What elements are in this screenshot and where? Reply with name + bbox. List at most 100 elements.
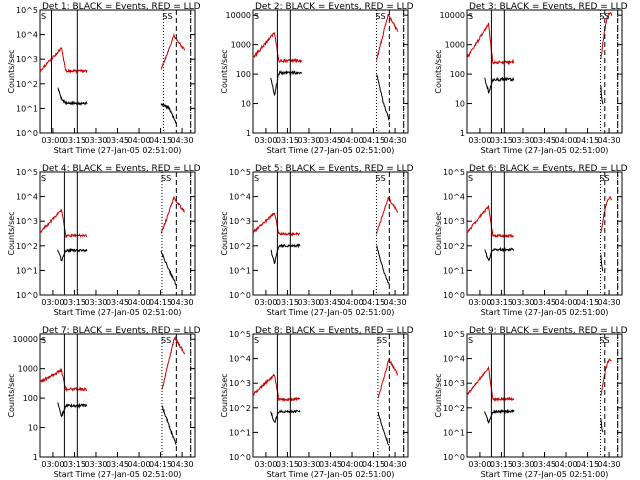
panel-title: Det 3: BLACK = Events, RED = LLD [469, 2, 628, 12]
series-line-events [484, 408, 515, 424]
panel-title: Det 6: BLACK = Events, RED = LLD [469, 164, 628, 174]
y-tick-label: 10^3 [16, 217, 38, 226]
saa-marker-right: SS [375, 174, 385, 183]
x-tick-label: 04:15 [576, 136, 599, 145]
y-tick-label: 10^4 [443, 193, 465, 202]
saa-marker-left: S [41, 12, 46, 21]
detector-panel-4: Det 4: BLACK = Events, RED = LLD 10^5 10^4… [7, 164, 201, 317]
series-line-lld [252, 373, 301, 403]
detector-panel-1: Det 1: BLACK = Events, RED = LLD 10^5 10^4… [7, 2, 201, 155]
series-line-lld [161, 335, 186, 390]
series-line-events [600, 85, 604, 105]
plot-frame [252, 333, 409, 458]
panel-title: Det 2: BLACK = Events, RED = LLD [255, 2, 414, 12]
series-line-lld [376, 13, 399, 61]
plot-frame [466, 333, 623, 458]
y-tick-label: 10^1 [443, 266, 465, 275]
y-tick-label: 10 [455, 100, 465, 109]
y-tick-label: 10^3 [229, 379, 251, 388]
x-tick-label: 03:00 [41, 136, 64, 145]
detector-panel-9: Det 9: BLACK = Events, RED = LLD 10^5 10^4… [434, 326, 628, 479]
series-line-lld [466, 22, 515, 66]
y-tick-label: 10^0 [16, 129, 38, 138]
y-tick-label: 10000 [226, 11, 251, 20]
x-tick-label: 03:00 [468, 136, 491, 145]
y-tick-label: 100 [450, 70, 465, 79]
plot-frame [252, 171, 409, 296]
series-line-lld [160, 196, 185, 234]
y-axis-label: Counts/sec [220, 49, 229, 93]
x-tick-label: 04:00 [554, 298, 577, 307]
detector-panel-7: Det 7: BLACK = Events, RED = LLD10000100… [7, 326, 201, 479]
x-axis-label: Start Time (27-Jan-05 02:51:00) [54, 146, 182, 155]
y-tick-label: 10^5 [443, 168, 465, 177]
x-tick-label: 03:15 [63, 136, 86, 145]
y-axis-label: Counts/sec [434, 211, 443, 255]
series-line-events [57, 402, 88, 418]
x-tick-label: 03:15 [276, 460, 299, 469]
panel-title: Det 1: BLACK = Events, RED = LLD [42, 2, 201, 12]
x-tick-label: 03:45 [533, 460, 556, 469]
x-tick-label: 03:45 [319, 136, 342, 145]
series-line-lld [252, 212, 300, 237]
x-tick-label: 03:15 [63, 298, 86, 307]
y-tick-label: 10^3 [443, 217, 465, 226]
plot-frame [466, 9, 623, 134]
y-tick-label: 1 [33, 453, 38, 462]
x-tick-label: 03:00 [468, 460, 491, 469]
y-tick-label: 10^0 [16, 291, 38, 300]
y-tick-label: 10^0 [229, 291, 251, 300]
detector-panel-6: Det 6: BLACK = Events, RED = LLD 10^5 10^4… [434, 164, 628, 317]
y-tick-label: 10^1 [229, 428, 251, 437]
y-tick-label: 10^3 [229, 217, 251, 226]
x-tick-label: 04:15 [576, 460, 599, 469]
series-line-lld [39, 208, 88, 239]
y-tick-label: 10^5 [229, 168, 251, 177]
x-tick-label: 03:00 [254, 460, 277, 469]
x-tick-label: 03:45 [533, 298, 556, 307]
series-line-lld [466, 205, 515, 239]
x-tick-label: 04:15 [362, 460, 385, 469]
saa-marker-left: S [41, 174, 46, 183]
y-tick-label: 10^5 [16, 168, 38, 177]
x-tick-label: 04:30 [384, 298, 407, 307]
plot-frame [39, 333, 196, 458]
series-line-events [160, 250, 177, 286]
saa-marker-right: SS [599, 336, 609, 345]
x-tick-label: 03:45 [319, 298, 342, 307]
x-tick-label: 03:15 [490, 136, 513, 145]
saa-marker-right: SS [162, 12, 172, 21]
x-tick-label: 04:00 [340, 136, 363, 145]
x-tick-label: 04:30 [171, 136, 194, 145]
x-axis-label: Start Time (27-Jan-05 02:51:00) [267, 146, 395, 155]
y-axis-label: Counts/sec [7, 49, 16, 93]
series-line-lld [600, 11, 613, 59]
saa-marker-right: SS [161, 336, 171, 345]
saa-marker-left: S [468, 336, 473, 345]
x-tick-label: 04:30 [598, 460, 621, 469]
series-line-lld [377, 357, 399, 398]
x-tick-label: 04:15 [362, 298, 385, 307]
x-tick-label: 03:15 [63, 460, 86, 469]
x-tick-label: 04:30 [384, 460, 407, 469]
x-tick-label: 04:15 [149, 136, 172, 145]
x-tick-label: 04:30 [598, 298, 621, 307]
x-tick-label: 04:30 [171, 298, 194, 307]
y-tick-label: 1000 [445, 41, 465, 50]
panel-title: Det 7: BLACK = Events, RED = LLD [42, 326, 201, 336]
y-tick-label: 10^2 [16, 242, 38, 251]
y-tick-label: 1000 [231, 41, 251, 50]
x-tick-label: 04:00 [127, 136, 150, 145]
series-line-lld [39, 47, 88, 74]
y-tick-label: 10^1 [443, 428, 465, 437]
y-tick-label: 10^2 [16, 80, 38, 89]
x-tick-label: 03:45 [533, 136, 556, 145]
y-tick-label: 10^5 [229, 330, 251, 339]
saa-marker-left: S [41, 336, 46, 345]
x-tick-label: 03:45 [106, 460, 129, 469]
x-tick-label: 03:00 [468, 298, 491, 307]
series-line-events [270, 409, 301, 424]
detector-panel-3: Det 3: BLACK = Events, RED = LLD10000100… [434, 2, 628, 155]
saa-marker-left: S [468, 174, 473, 183]
x-axis-label: Start Time (27-Jan-05 02:51:00) [267, 308, 395, 317]
